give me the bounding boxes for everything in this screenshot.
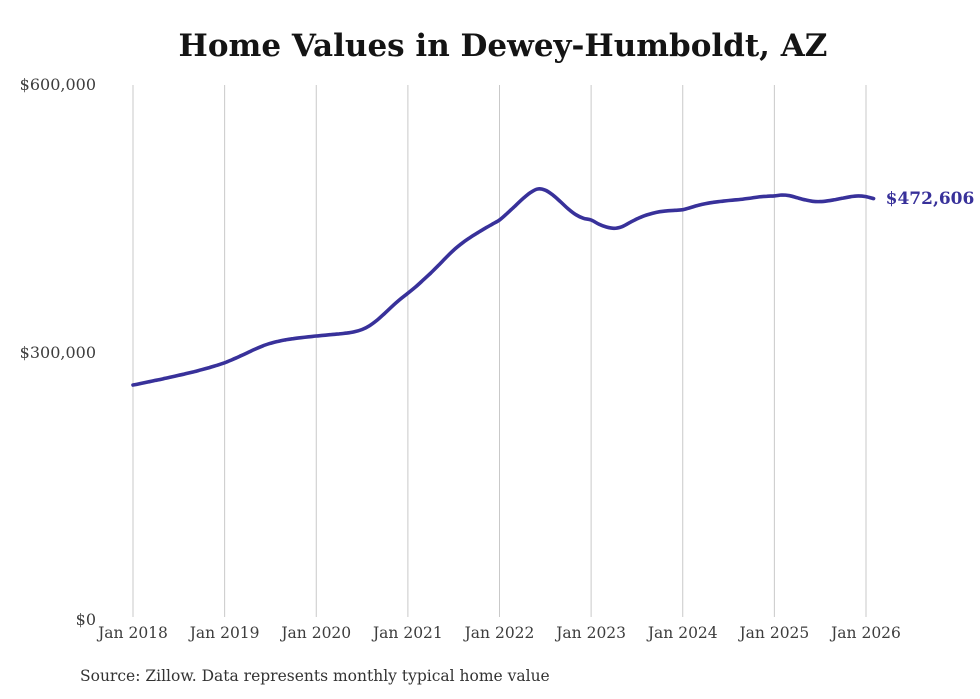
x-tick-label: Jan 2019 <box>189 624 260 642</box>
y-tick-label: $0 <box>75 610 96 629</box>
x-tick-label: Jan 2024 <box>647 624 718 642</box>
x-tick-label: Jan 2022 <box>464 624 535 642</box>
x-tick-label: Jan 2025 <box>739 624 810 642</box>
y-tick-label: $300,000 <box>19 342 96 362</box>
x-tick-label: Jan 2021 <box>372 624 443 642</box>
x-tick-label: Jan 2020 <box>281 624 352 642</box>
x-tick-label: Jan 2018 <box>98 624 168 642</box>
y-tick-label: $600,000 <box>19 75 96 94</box>
home-value-line <box>131 187 876 387</box>
chart-title: Home Values in Dewey-Humboldt, AZ <box>178 28 828 64</box>
x-tick-label: Jan 2026 <box>831 624 901 642</box>
x-tick-label: Jan 2023 <box>556 624 627 642</box>
latest-value-label: $472,606 <box>885 188 975 209</box>
gridlines <box>132 85 867 617</box>
source-note: Source: Zillow. Data represents monthly … <box>80 667 550 685</box>
